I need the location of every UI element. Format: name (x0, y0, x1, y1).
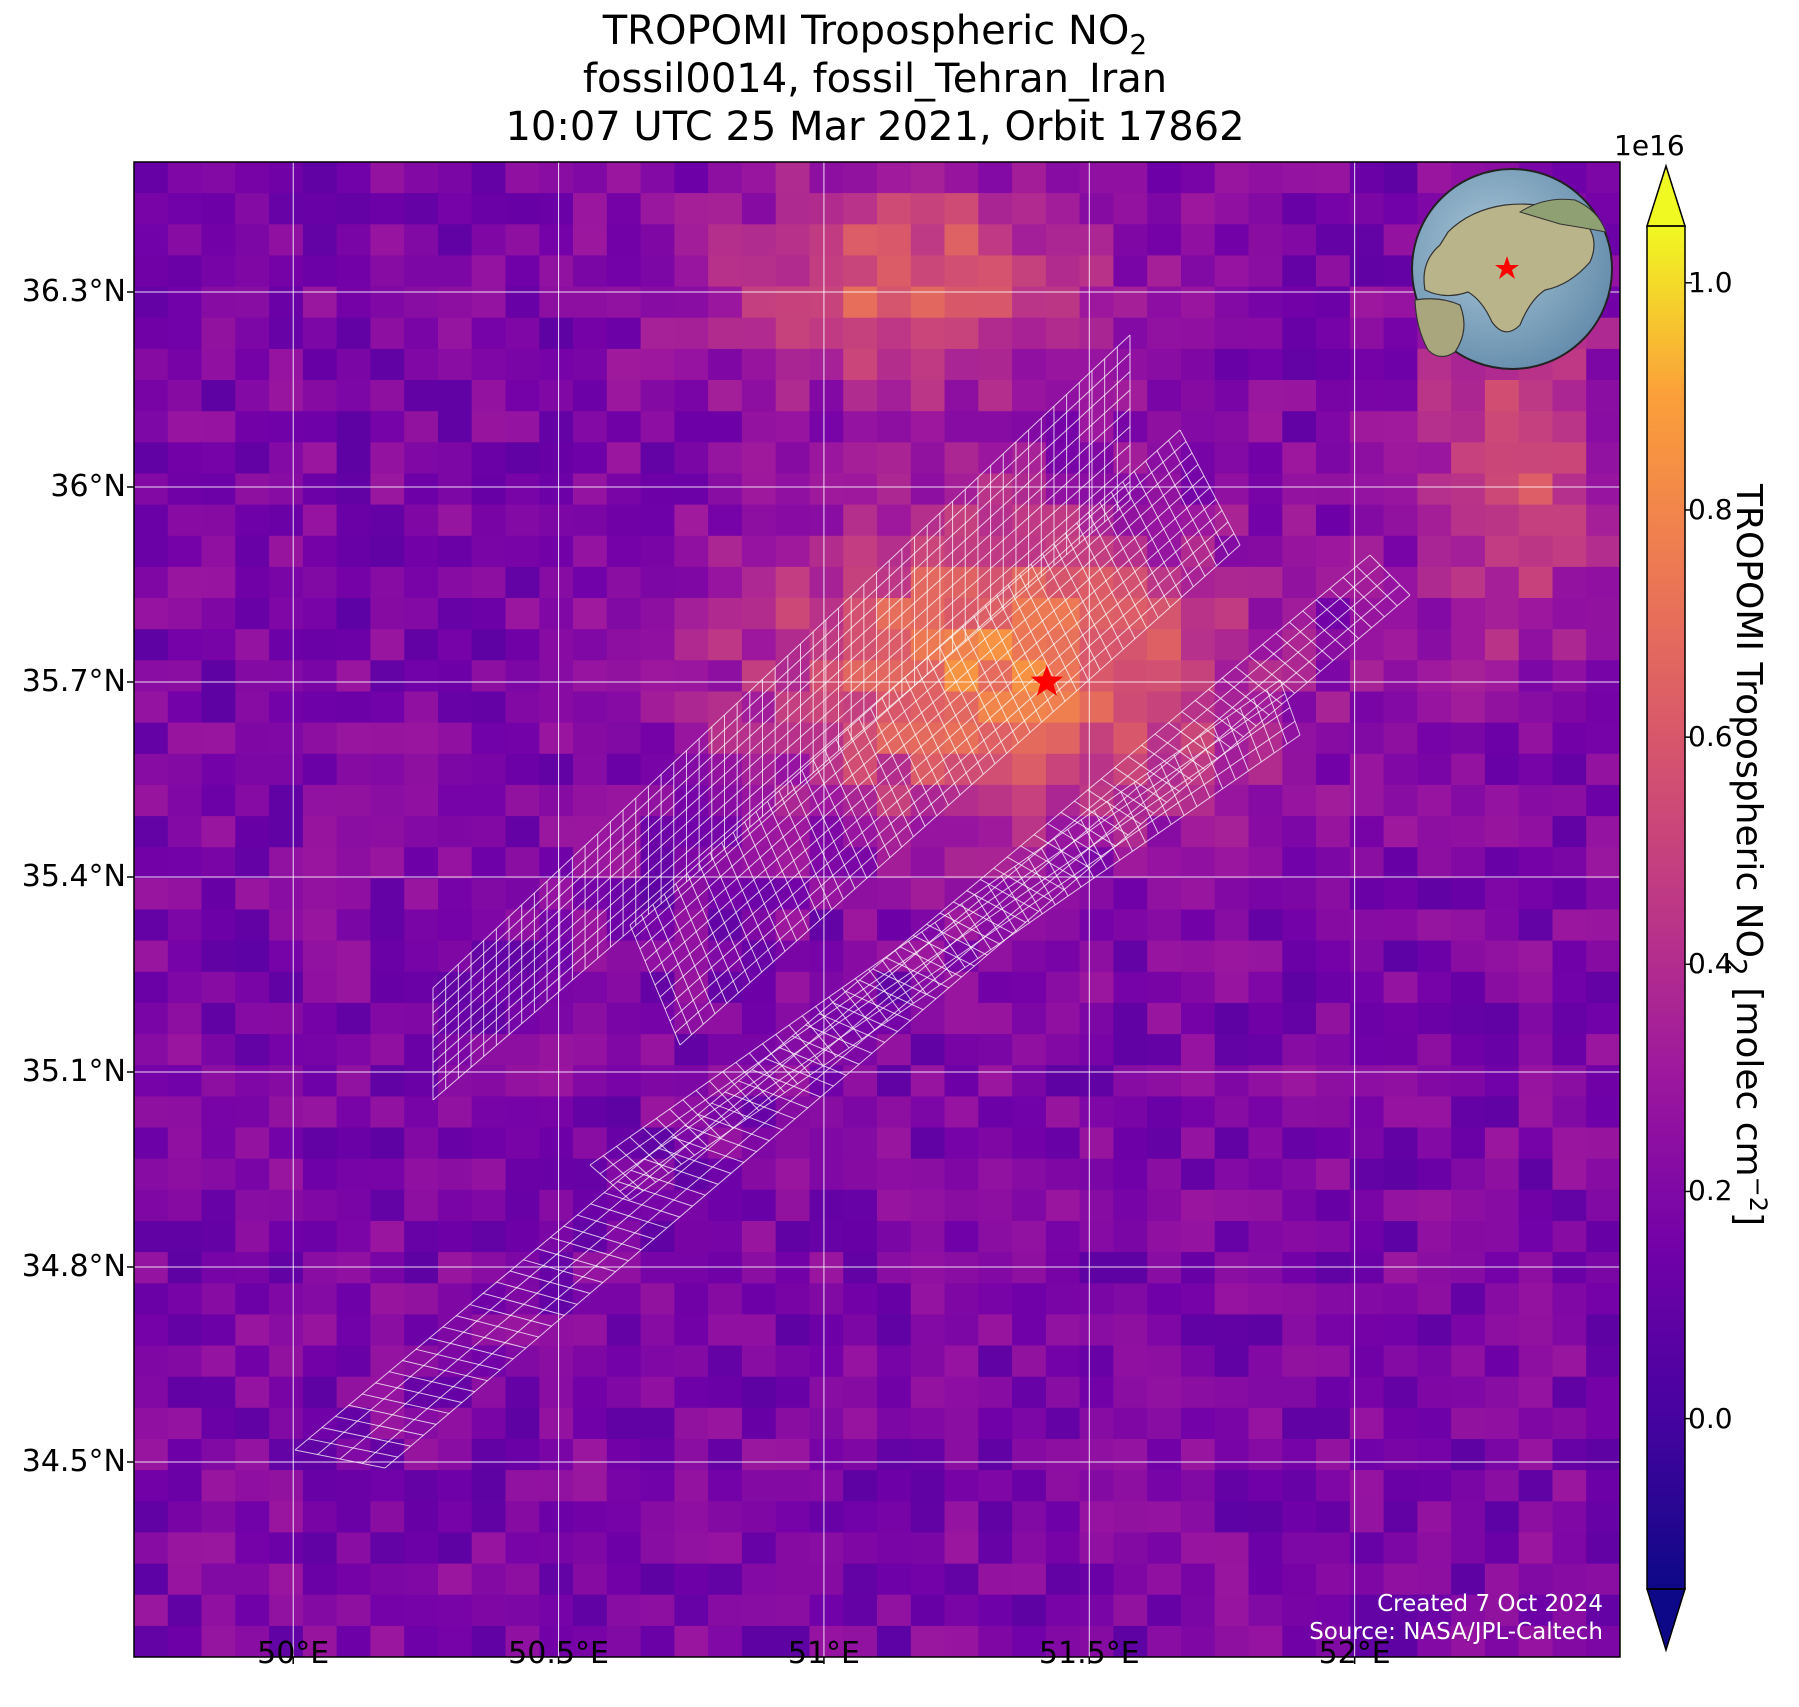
swath-mesh (589, 679, 1301, 1201)
colorbar-tick-label: 0.2 (1688, 1174, 1733, 1208)
colorbar-exponent: 1e16 (1614, 129, 1685, 162)
swath-mesh (432, 334, 1131, 1101)
lon-tick-label: 50°E (257, 1636, 330, 1671)
credits: Created 7 Oct 2024 Source: NASA/JPL-Calt… (1309, 1590, 1603, 1646)
colorbar-tick-label: 0.8 (1688, 492, 1733, 526)
lat-tick-label: 36°N (50, 469, 126, 504)
lon-tick-label: 51°E (787, 1636, 860, 1671)
map-gridlines (134, 162, 1620, 1657)
colorbar (1645, 163, 1692, 1653)
target-marker-layer (1030, 665, 1063, 696)
lat-tick-label: 36.3°N (21, 274, 126, 309)
globe-inset (1411, 168, 1613, 370)
colorbar-tick-label: 0.6 (1688, 720, 1733, 754)
colorbar-tick-label: 0.0 (1688, 1401, 1733, 1435)
lon-tick-label: 52°E (1318, 1636, 1391, 1671)
axis-tick-marks (127, 291, 1356, 1664)
lat-tick-label: 35.1°N (21, 1054, 126, 1089)
colorbar-tick-label: 1.0 (1688, 265, 1733, 299)
lat-tick-label: 34.8°N (21, 1249, 126, 1284)
title-line-2: fossil0014, fossil_Tehran_Iran (582, 56, 1168, 102)
colorbar-extend-max (1645, 163, 1687, 227)
credits-source: Source: NASA/JPL-Caltech (1309, 1619, 1603, 1645)
no2-field (134, 162, 1620, 1657)
colorbar-body (1647, 226, 1685, 1589)
lat-tick-label: 35.4°N (21, 859, 126, 894)
colorbar-frame (1646, 225, 1686, 1590)
colorbar-tick-marks (1685, 282, 1692, 1420)
map-frame (133, 161, 1621, 1658)
title-line-1: TROPOMI Tropospheric NO2 (602, 8, 1148, 61)
title-line-3: 10:07 UTC 25 Mar 2021, Orbit 17862 (505, 104, 1245, 150)
colorbar-extend-min (1645, 1588, 1687, 1653)
colorbar-tick-label: 0.4 (1688, 947, 1733, 981)
lat-tick-label: 34.5°N (21, 1444, 126, 1479)
lon-tick-label: 51.5°E (1038, 1636, 1140, 1671)
credits-created: Created 7 Oct 2024 (1377, 1591, 1603, 1617)
lat-tick-label: 35.7°N (21, 664, 126, 699)
observation-swaths (294, 334, 1411, 1469)
globe-land-north (1518, 198, 1607, 233)
swath-mesh (629, 429, 1241, 1046)
lon-tick-label: 50.5°E (508, 1636, 609, 1671)
globe-location-star-icon (1495, 256, 1519, 279)
target-star-icon (1030, 665, 1063, 696)
globe-land-africa (1414, 298, 1465, 358)
